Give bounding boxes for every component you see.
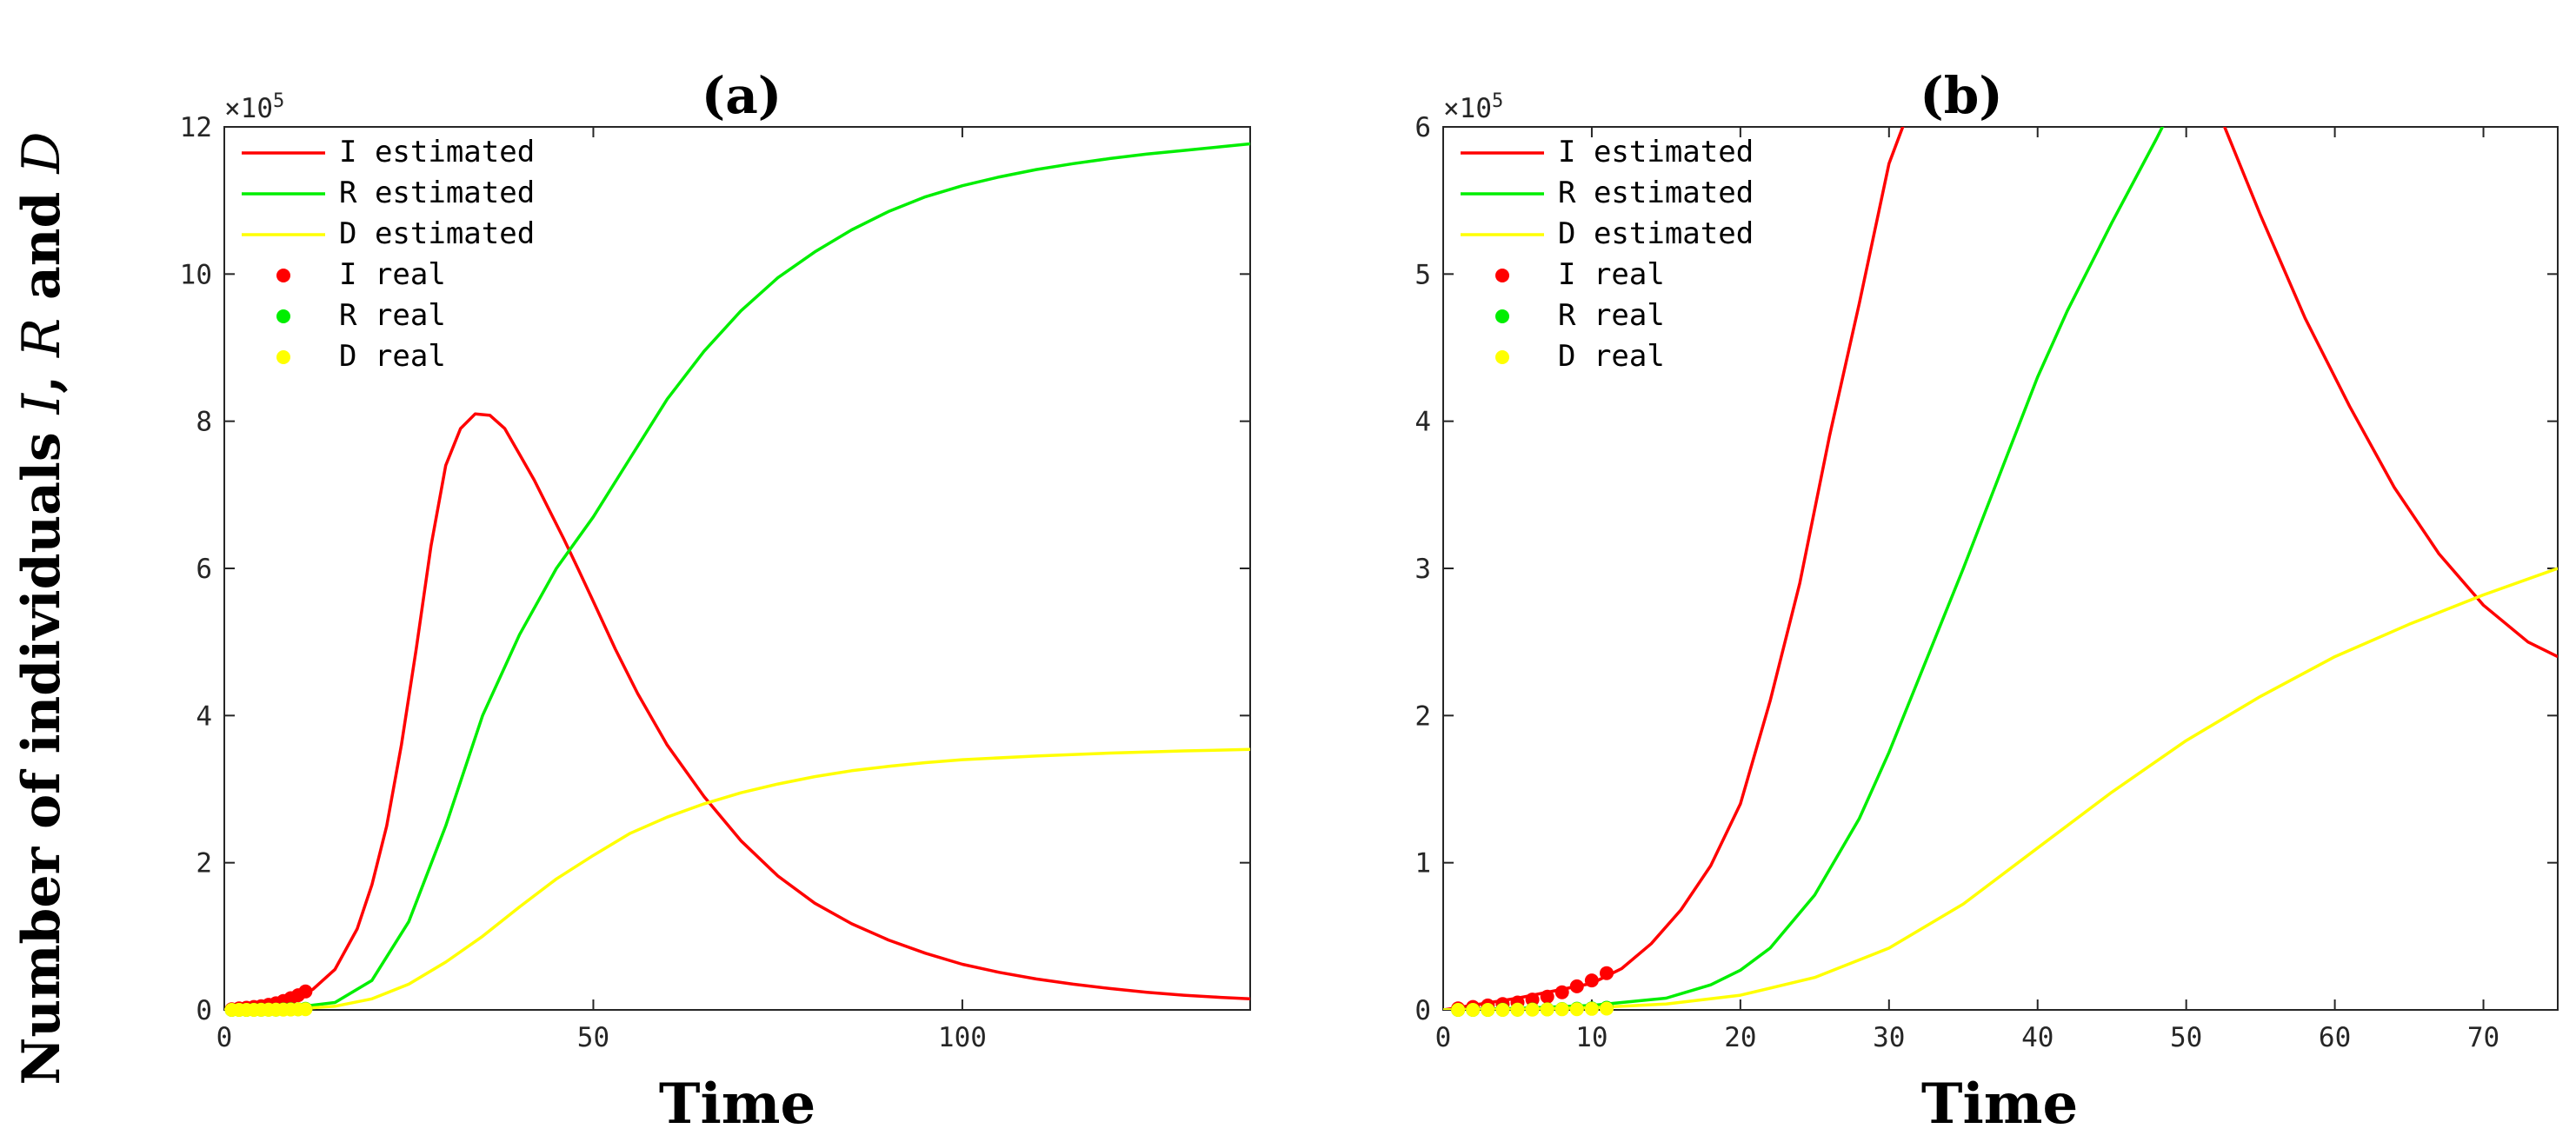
panel-b-xtick-label: 30	[1873, 1022, 1905, 1053]
panel-b-xtick-label: 70	[2467, 1022, 2499, 1053]
panel-b-legend-swatch	[1495, 269, 1509, 282]
panel-a-xtick-label: 100	[938, 1022, 987, 1053]
panel-b-exponent: ×105	[1443, 90, 1503, 124]
panel-b-point-d-real	[1451, 1003, 1466, 1017]
panel-a-line-d-estimated	[224, 747, 1250, 1010]
panel-a-exponent: ×105	[224, 90, 284, 124]
y-axis-label-prefix: Number of individuals	[11, 414, 72, 1085]
panel-a-legend: I estimated R estimated D estimated I real R…	[242, 135, 535, 374]
panel-a-ytick-label: 8	[196, 407, 212, 438]
panel-b-xtick-label: 10	[1575, 1022, 1608, 1053]
panel-b-legend: I estimated R estimated D estimated I real R…	[1461, 135, 1754, 374]
panel-b-ytick-label: 4	[1414, 407, 1431, 438]
panel-a-exponent-base: ×10	[224, 93, 273, 124]
panel-a-ytick-label: 2	[196, 848, 212, 880]
panel-b-legend-label: R estimated	[1558, 176, 1754, 210]
panel-a-xtick-label: 0	[216, 1022, 233, 1053]
panel-a-ytick-label: 10	[180, 259, 212, 290]
panel-b-point-d-real	[1466, 1003, 1481, 1017]
panel-b-point-i-real	[1569, 979, 1584, 993]
panel-a-ytick-label: 4	[196, 700, 212, 732]
panel-b-point-d-real	[1495, 1003, 1510, 1017]
panel-a-points	[224, 984, 313, 1017]
panel-a-xtick-label: 50	[577, 1022, 609, 1053]
panel-a-ytick-label: 0	[196, 995, 212, 1026]
panel-b-legend-swatch	[1495, 309, 1509, 323]
panel-b-point-d-real	[1481, 1003, 1495, 1017]
panel-b-ytick-label: 1	[1414, 848, 1431, 880]
y-axis-label-and: and	[11, 174, 72, 318]
y-axis-label-i: I	[11, 392, 72, 415]
panel-b-x-axis-title: Time	[1921, 1072, 2078, 1137]
panel-a-ytick-label: 6	[196, 554, 212, 585]
panel-b-xtick-label: 60	[2319, 1022, 2351, 1053]
panel-a: (a) ×105 0 50 100 0 2 4 6 8 10 12 I estimated R es…	[180, 66, 1251, 1137]
panel-a-legend-swatch	[276, 309, 290, 323]
panel-b-point-d-real	[1540, 1002, 1554, 1017]
panel-a-line-i-estimated	[224, 412, 1250, 1010]
panel-b-xtick-label: 50	[2170, 1022, 2202, 1053]
panel-a-lines	[224, 142, 1250, 1010]
panel-a-point-d-real	[298, 1002, 313, 1017]
panel-b-legend-label: I estimated	[1558, 135, 1754, 169]
y-axis-label-d: D	[11, 131, 72, 174]
panel-b-point-d-real	[1554, 1002, 1569, 1017]
panel-b-exponent-power: 5	[1492, 90, 1503, 112]
panel-b-lines	[1443, 127, 2558, 1010]
panel-b-point-d-real	[1600, 1001, 1614, 1016]
panel-a-ytick-label: 12	[180, 112, 212, 143]
panel-b-xtick-label: 20	[1724, 1022, 1756, 1053]
panel-a-legend-label: D estimated	[339, 216, 535, 251]
panel-b-legend-label: D estimated	[1558, 216, 1754, 251]
panel-b-point-i-real	[1584, 973, 1599, 988]
panel-b-legend-swatch	[1495, 350, 1509, 364]
panel-b-point-d-real	[1584, 1001, 1599, 1016]
panel-b-point-i-real	[1600, 966, 1614, 980]
panel-b-line-r-estimated	[1443, 127, 2165, 1010]
panel-a-legend-swatch	[276, 269, 290, 282]
panel-b-ytick-label: 3	[1414, 554, 1431, 585]
panel-a-title: (a)	[702, 66, 782, 125]
panel-b-title: (b)	[1920, 66, 2002, 125]
panel-b-point-d-real	[1569, 1002, 1584, 1017]
panel-a-legend-label: D real	[339, 339, 446, 374]
panel-a-axes-box	[223, 126, 1251, 1011]
panel-a-ticks: 0 50 100 0 2 4 6 8 10 12	[180, 112, 1250, 1053]
panel-b-point-i-real	[1540, 989, 1554, 1004]
panel-b-xtick-label: 0	[1435, 1022, 1452, 1053]
panel-b-ytick-label: 0	[1414, 995, 1431, 1026]
panel-b-legend-label: R real	[1558, 298, 1665, 333]
panel-a-line-r-estimated	[224, 142, 1250, 1010]
panel-b-line-d-estimated	[1443, 567, 2558, 1010]
panel-b-legend-label: D real	[1558, 339, 1665, 374]
panel-b-ytick-label: 5	[1414, 259, 1431, 290]
panel-a-legend-label: I estimated	[339, 135, 535, 169]
panel-b-exponent-base: ×10	[1443, 93, 1492, 124]
panel-b-point-i-real	[1554, 985, 1569, 999]
panel-b-ytick-label: 2	[1414, 700, 1431, 732]
panel-b-point-i-real	[1525, 993, 1540, 1007]
y-axis-label-r: R	[11, 318, 72, 358]
panel-b-ytick-label: 6	[1414, 112, 1431, 143]
panel-b-point-d-real	[1510, 1002, 1525, 1017]
panel-a-x-axis-title: Time	[659, 1072, 815, 1137]
panel-a-legend-swatch	[276, 350, 290, 364]
y-axis-label-sep: ,	[11, 357, 72, 394]
panel-a-legend-label: R real	[339, 298, 446, 333]
panel-a-legend-label: R estimated	[339, 176, 535, 210]
y-axis-label: Number of individuals I, R and D	[11, 131, 72, 1085]
panel-a-point-i-real	[298, 984, 313, 999]
panel-b-ticks: 0 10 20 30 40 50 60 70 0 1 2 3 4 5 6	[1414, 112, 2558, 1053]
panel-b-points	[1451, 966, 1614, 1017]
panel-b-xtick-label: 40	[2021, 1022, 2053, 1053]
panel-a-exponent-power: 5	[273, 90, 284, 112]
panel-b-legend-label: I real	[1558, 257, 1665, 292]
panel-b-point-d-real	[1525, 1002, 1540, 1017]
panel-a-legend-label: I real	[339, 257, 446, 292]
